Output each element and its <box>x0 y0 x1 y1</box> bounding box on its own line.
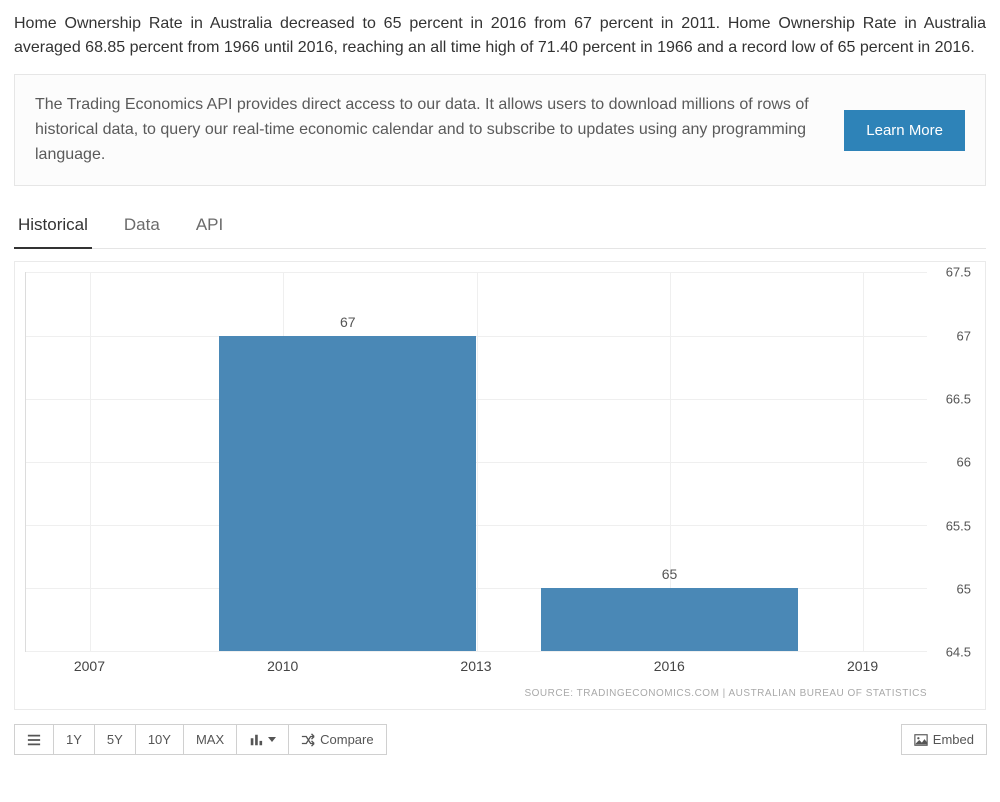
x-tick-label: 2010 <box>267 658 298 674</box>
list-view-button[interactable] <box>14 724 54 755</box>
chart-type-button[interactable] <box>236 724 289 755</box>
y-tick-label: 67.5 <box>946 265 971 280</box>
promo-text: The Trading Economics API provides direc… <box>35 93 824 167</box>
range-10y-button[interactable]: 10Y <box>135 724 184 755</box>
shuffle-icon <box>301 733 315 747</box>
learn-more-button[interactable]: Learn More <box>844 110 965 151</box>
y-tick-label: 65.5 <box>946 518 971 533</box>
list-icon <box>27 733 41 747</box>
tab-historical[interactable]: Historical <box>14 205 92 249</box>
bar-chart-icon <box>249 733 263 747</box>
embed-label: Embed <box>933 732 974 747</box>
tabs-bar: Historical Data API <box>14 204 986 249</box>
chart-container: 67 65 64.5 65 65.5 66 66.5 67 67.5 2007 2010 2013… <box>14 261 986 710</box>
embed-button[interactable]: Embed <box>901 724 987 755</box>
intro-paragraph: Home Ownership Rate in Australia decreas… <box>14 12 986 60</box>
tab-api[interactable]: API <box>192 205 227 249</box>
y-tick-label: 67 <box>957 328 971 343</box>
x-tick-label: 2013 <box>460 658 491 674</box>
range-5y-button[interactable]: 5Y <box>94 724 136 755</box>
range-max-button[interactable]: MAX <box>183 724 237 755</box>
chart-toolbar: 1Y 5Y 10Y MAX Compare Embed <box>14 724 986 755</box>
x-axis-labels: 2007 2010 2013 2016 2019 <box>25 652 927 680</box>
bar-value-label: 67 <box>219 314 476 330</box>
x-tick-label: 2016 <box>654 658 685 674</box>
image-icon <box>914 733 928 747</box>
chart-bar[interactable]: 67 <box>219 336 476 652</box>
compare-button[interactable]: Compare <box>288 724 386 755</box>
y-tick-label: 64.5 <box>946 645 971 660</box>
y-tick-label: 65 <box>957 582 971 597</box>
x-tick-label: 2019 <box>847 658 878 674</box>
tab-data[interactable]: Data <box>120 205 164 249</box>
chart-bar[interactable]: 65 <box>541 588 798 651</box>
chart-plot-area[interactable]: 67 65 <box>25 272 927 652</box>
y-axis-labels: 64.56565.56666.56767.5 <box>927 272 975 652</box>
range-1y-button[interactable]: 1Y <box>53 724 95 755</box>
api-promo-box: The Trading Economics API provides direc… <box>14 74 986 186</box>
compare-label: Compare <box>320 732 373 747</box>
x-tick-label: 2007 <box>74 658 105 674</box>
y-tick-label: 66 <box>957 455 971 470</box>
chart-source: SOURCE: TRADINGECONOMICS.COM | AUSTRALIA… <box>25 680 975 703</box>
chevron-down-icon <box>268 737 276 742</box>
y-tick-label: 66.5 <box>946 392 971 407</box>
bar-value-label: 65 <box>541 566 798 582</box>
